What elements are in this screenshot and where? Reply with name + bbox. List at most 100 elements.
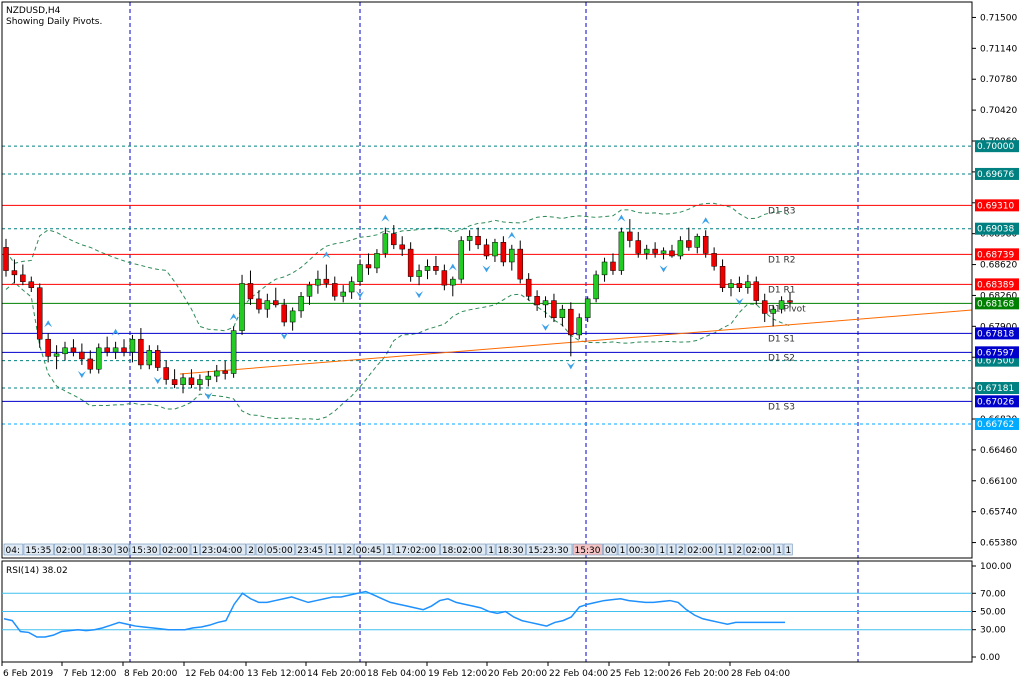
time-tag (295, 543, 326, 556)
date-tick-label: 22 Feb 04:00 (549, 669, 608, 679)
candle (154, 345, 161, 371)
candle-body (669, 250, 675, 257)
rsi-tick-label: 100.00 (980, 562, 1012, 572)
candle (104, 336, 110, 357)
candle-body (121, 347, 127, 353)
time-tag (3, 543, 24, 556)
time-tag (54, 543, 85, 556)
candle (45, 333, 51, 363)
candle (686, 227, 692, 251)
candle-body (163, 367, 169, 380)
candle (475, 227, 481, 250)
fractal-arrow-icon (448, 263, 457, 271)
time-tag (666, 543, 676, 556)
candle-body (517, 248, 523, 280)
pivot-tag-label: 0.67818 (977, 329, 1014, 339)
price-tick-label: 0.67900 (980, 322, 1017, 332)
level-tag-label: 0.70000 (977, 142, 1014, 152)
candle-body (525, 278, 532, 297)
candle-body (154, 350, 161, 368)
time-tag-label: 23:04:00 (202, 546, 243, 556)
time-tag-label: 1 (776, 546, 782, 556)
level-tag (975, 417, 1019, 430)
time-tag-label: 15:23:30 (528, 546, 569, 556)
time-tag (246, 543, 256, 556)
candle (458, 236, 464, 284)
candle (323, 264, 330, 288)
price-tick-label: 0.65380 (980, 539, 1017, 549)
candle (761, 293, 768, 323)
candle (601, 257, 608, 282)
pivot-tag-label: 0.68389 (977, 280, 1014, 290)
date-tick-label: 13 Feb 12:00 (247, 669, 306, 679)
candle-body (188, 377, 195, 385)
candle (87, 350, 94, 374)
candle (399, 236, 405, 256)
candle (450, 276, 456, 297)
pivot-label: D1 S3 (768, 402, 795, 412)
candle-body (332, 283, 338, 297)
trendline[interactable] (179, 309, 973, 375)
time-tag (160, 543, 191, 556)
candle (129, 334, 136, 363)
candle (382, 227, 389, 258)
candle (719, 259, 726, 293)
candle-body (576, 317, 582, 336)
time-tag-label: 00:30 (629, 546, 655, 556)
candle (273, 287, 279, 308)
candle (281, 298, 287, 327)
rsi-axis: 100.00 70.00 50.00 30.00 0.00 (972, 562, 1012, 663)
candle (306, 281, 313, 305)
candle (247, 270, 254, 305)
bollinger-band-line (5, 202, 791, 332)
candle (163, 360, 169, 385)
date-tick-label: 14 Feb 20:00 (307, 669, 366, 679)
candle-body (466, 235, 473, 241)
time-tag-label: 02:00 (162, 546, 188, 556)
time-tag-label: 02:00 (687, 546, 713, 556)
pivot-tag-label: 0.67597 (977, 348, 1014, 358)
pivot-tag (975, 199, 1019, 212)
candle (778, 296, 785, 314)
level-tag-label: 0.69038 (977, 225, 1014, 235)
candle-body (104, 347, 110, 353)
fractal-arrow-icon (111, 328, 120, 336)
candle (391, 225, 397, 250)
level-tag-label: 0.66762 (977, 420, 1014, 430)
candle (643, 244, 650, 260)
candle (568, 302, 574, 357)
time-tag (495, 543, 526, 556)
candle (500, 236, 507, 267)
candle (551, 293, 557, 323)
level-tag (975, 140, 1019, 153)
date-tick-label: 28 Feb 04:00 (731, 669, 790, 679)
candle-body (534, 296, 540, 306)
date-tick-label: 7 Feb 12:00 (63, 669, 117, 679)
candle (483, 238, 490, 260)
candle-body (711, 253, 717, 267)
level-tag-label: 0.67500 (977, 357, 1014, 367)
pivot-tag-label: 0.68739 (977, 250, 1014, 260)
time-tag-label: 1 (786, 546, 792, 556)
fractal-arrow-icon (77, 370, 86, 378)
candle-body (62, 347, 68, 355)
candle-body (391, 233, 397, 246)
candle-body (306, 284, 313, 297)
candle (36, 283, 43, 348)
time-tag-label: 2 (678, 546, 684, 556)
candle-body (171, 379, 178, 385)
fractal-arrow-icon (701, 217, 710, 225)
candle-body (702, 235, 709, 254)
fractal-arrow-icon (153, 376, 162, 384)
candle-body (559, 308, 566, 319)
candle-body (441, 270, 448, 286)
candle-body (382, 233, 389, 254)
fractal-arrow-icon (566, 362, 575, 370)
candle (610, 253, 616, 275)
fractal-arrow-icon (482, 265, 491, 273)
fractal-arrow-icon (204, 392, 213, 400)
time-tag-label: 15:30 (132, 546, 158, 556)
time-tag-row: 04: 15:35 02:00 18:30 30 15:30 02:00 1 23:04:00 2… (3, 543, 793, 556)
candle (517, 240, 523, 284)
